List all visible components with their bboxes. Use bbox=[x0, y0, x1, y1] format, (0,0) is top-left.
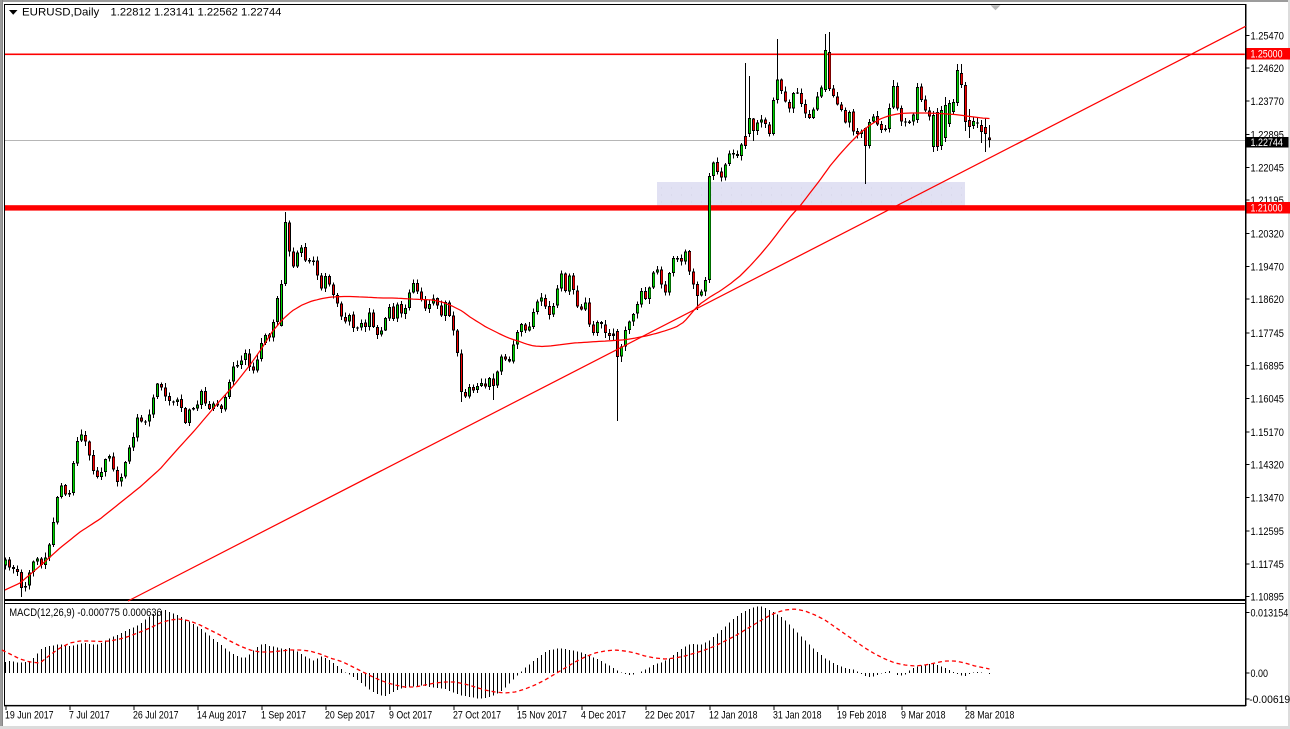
svg-text:9 Mar 2018: 9 Mar 2018 bbox=[901, 710, 946, 722]
svg-text:1.22045: 1.22045 bbox=[1251, 162, 1284, 174]
svg-text:1.11745: 1.11745 bbox=[1251, 559, 1284, 571]
svg-text:0.00: 0.00 bbox=[1251, 668, 1269, 680]
svg-text:1.20320: 1.20320 bbox=[1251, 229, 1284, 241]
svg-text:31 Jan 2018: 31 Jan 2018 bbox=[773, 710, 822, 722]
svg-text:28 Mar 2018: 28 Mar 2018 bbox=[965, 710, 1014, 722]
svg-text:1.25470: 1.25470 bbox=[1251, 30, 1284, 42]
svg-text:4 Dec 2017: 4 Dec 2017 bbox=[581, 710, 626, 722]
svg-text:9 Oct 2017: 9 Oct 2017 bbox=[389, 710, 432, 722]
svg-text:14 Aug 2017: 14 Aug 2017 bbox=[197, 710, 246, 722]
svg-text:1.22812 1.23141 1.22562 1.2274: 1.22812 1.23141 1.22562 1.22744 bbox=[111, 6, 282, 18]
svg-text:19 Feb 2018: 19 Feb 2018 bbox=[837, 710, 886, 722]
svg-text:1.19470: 1.19470 bbox=[1251, 261, 1284, 273]
svg-text:19 Jun 2017: 19 Jun 2017 bbox=[5, 710, 54, 722]
svg-text:1.22744: 1.22744 bbox=[1251, 137, 1283, 149]
svg-text:1 Sep 2017: 1 Sep 2017 bbox=[261, 710, 306, 722]
svg-text:0.013154: 0.013154 bbox=[1251, 608, 1289, 620]
svg-text:1.18620: 1.18620 bbox=[1251, 294, 1284, 306]
svg-text:1.24620: 1.24620 bbox=[1251, 63, 1284, 75]
svg-text:-0.00619: -0.00619 bbox=[1249, 694, 1290, 706]
svg-text:12 Jan 2018: 12 Jan 2018 bbox=[709, 710, 758, 722]
svg-text:27 Oct 2017: 27 Oct 2017 bbox=[453, 710, 501, 722]
svg-text:MACD(12,26,9) -0.000775 0.0006: MACD(12,26,9) -0.000775 0.000636 bbox=[9, 607, 162, 619]
svg-text:1.16895: 1.16895 bbox=[1251, 361, 1284, 373]
svg-text:26 Jul 2017: 26 Jul 2017 bbox=[133, 710, 179, 722]
svg-text:1.23770: 1.23770 bbox=[1251, 96, 1284, 108]
svg-text:1.16045: 1.16045 bbox=[1251, 393, 1284, 405]
svg-text:1.25000: 1.25000 bbox=[1251, 48, 1283, 60]
svg-text:1.13470: 1.13470 bbox=[1251, 492, 1284, 504]
svg-text:1.10895: 1.10895 bbox=[1251, 592, 1284, 604]
svg-text:1.17745: 1.17745 bbox=[1251, 328, 1284, 340]
svg-text:EURUSD,Daily: EURUSD,Daily bbox=[22, 6, 100, 18]
svg-text:1.15170: 1.15170 bbox=[1251, 427, 1284, 439]
svg-text:7 Jul 2017: 7 Jul 2017 bbox=[69, 710, 110, 722]
svg-text:20 Sep 2017: 20 Sep 2017 bbox=[325, 710, 375, 722]
svg-text:15 Nov 2017: 15 Nov 2017 bbox=[517, 710, 567, 722]
svg-text:1.14320: 1.14320 bbox=[1251, 460, 1284, 472]
svg-text:1.21000: 1.21000 bbox=[1251, 202, 1283, 214]
svg-text:22 Dec 2017: 22 Dec 2017 bbox=[645, 710, 695, 722]
svg-text:1.12595: 1.12595 bbox=[1251, 526, 1284, 538]
